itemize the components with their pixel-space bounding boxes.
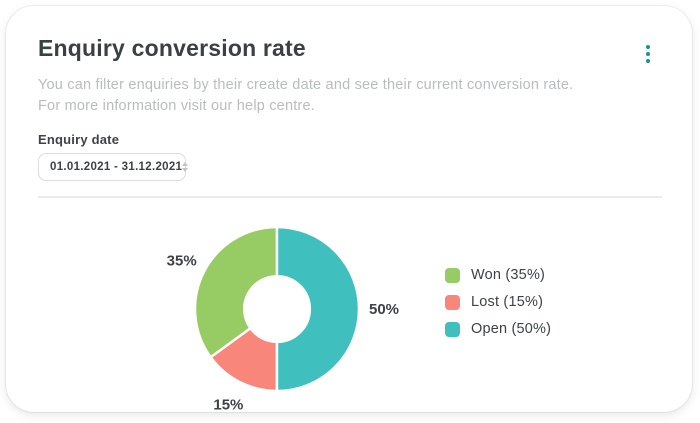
kebab-dot — [646, 52, 650, 56]
slice-label-lost: 15% — [213, 396, 243, 412]
chevron-down-icon — [182, 168, 189, 172]
kebab-dot — [646, 59, 650, 63]
stepper-icon[interactable] — [182, 162, 189, 172]
card-description: You can filter enquiries by their create… — [38, 75, 662, 117]
pie-slice-won[interactable] — [193, 225, 279, 359]
legend-label: Open (50%) — [471, 321, 552, 337]
enquiry-date-range-input[interactable]: 01.01.2021 - 31.12.2021 — [38, 153, 189, 181]
chart-legend: Won (35%) Lost (15%) Open (50%) — [445, 267, 551, 348]
kebab-dot — [646, 45, 650, 49]
chevron-up-icon — [182, 162, 189, 166]
legend-swatch-lost — [445, 294, 460, 310]
chart-section: 35% 15% 50% Won (35%) Lost (15%) Open (50%… — [38, 199, 662, 412]
slice-label-open: 50% — [369, 301, 399, 318]
legend-item-won[interactable]: Won (35%) — [445, 267, 551, 283]
enquiry-date-label: Enquiry date — [38, 132, 120, 147]
donut-chart: 35% 15% 50% — [38, 199, 418, 412]
divider — [38, 196, 662, 198]
pie-slice-lost[interactable] — [209, 327, 279, 393]
legend-swatch-won — [445, 267, 460, 283]
legend-item-open[interactable]: Open (50%) — [445, 321, 551, 337]
enquiry-conversion-card: Enquiry conversion rate You can filter e… — [6, 6, 692, 412]
card-header: Enquiry conversion rate — [38, 34, 662, 68]
description-line-2: For more information visit our help cent… — [38, 98, 315, 114]
donut-chart-svg: 35% 15% 50% — [167, 225, 399, 412]
description-line-1: You can filter enquiries by their create… — [38, 77, 574, 93]
kebab-menu-button[interactable] — [644, 40, 652, 68]
page-title: Enquiry conversion rate — [38, 35, 306, 61]
date-range-value: 01.01.2021 - 31.12.2021 — [50, 161, 183, 173]
pie-slice-open[interactable] — [275, 225, 361, 393]
legend-item-lost[interactable]: Lost (15%) — [445, 294, 551, 310]
legend-swatch-open — [445, 321, 460, 337]
slice-label-won: 35% — [167, 252, 197, 269]
legend-label: Lost (15%) — [471, 294, 544, 310]
legend-label: Won (35%) — [471, 267, 546, 283]
